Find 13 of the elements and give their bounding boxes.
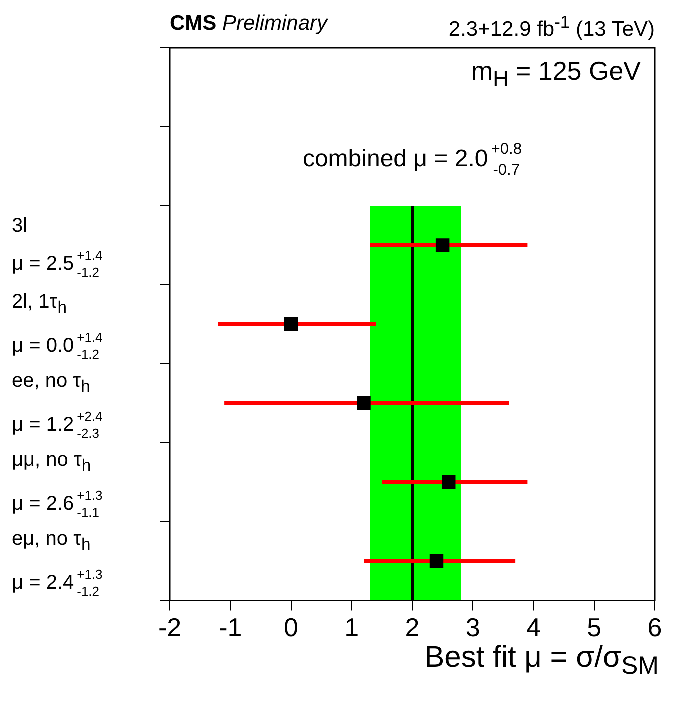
x-axis-title: Best fit μ = σ/σ$_{SM}$ [424,640,659,681]
x-tick-label: 1 [344,612,360,643]
x-tick-label: 6 [648,612,662,643]
chart-title: CMS Preliminary [170,12,328,35]
x-tick-label: 5 [587,612,602,643]
annotation: m$_{H}$ = 125 GeV [471,56,641,92]
x-tick-label: 0 [284,612,298,643]
x-tick-label: 3 [466,612,480,643]
x-tick-label: 4 [526,612,541,643]
x-tick-label: -1 [219,612,242,643]
x-tick-label: 2 [405,612,420,643]
x-tick-label: -2 [158,612,182,643]
chart-subtitle: 2.3+12.9 fb$^{-1}$ (13 TeV) [448,12,655,42]
